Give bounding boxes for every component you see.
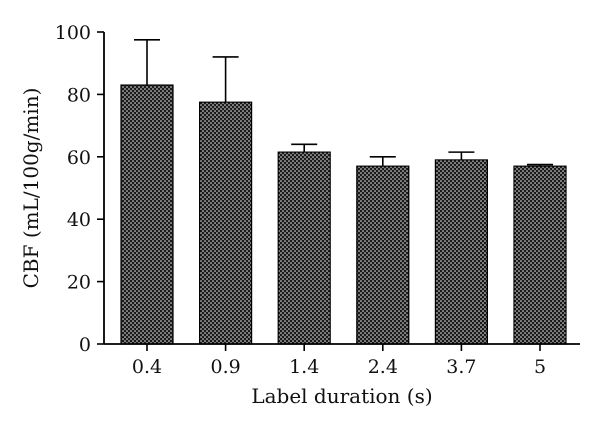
bar-3.7 bbox=[434, 159, 488, 345]
y-axis-title: CBF (mL/100g/min) bbox=[19, 88, 43, 289]
error-bars-layer bbox=[134, 38, 553, 167]
bar-1.4 bbox=[277, 151, 331, 345]
x-tick-label-0.9: 0.9 bbox=[210, 356, 240, 378]
x-tick-label-0.4: 0.4 bbox=[132, 356, 162, 378]
y-tick-label-60: 60 bbox=[67, 147, 91, 169]
axes-layer: 0.4 0.9 1.4 2.4 3.7 5 0 20 40 60 80 100 bbox=[55, 22, 580, 378]
y-tick-label-100: 100 bbox=[55, 22, 91, 44]
bar-0.9 bbox=[199, 101, 253, 345]
y-tick-label-40: 40 bbox=[67, 209, 91, 231]
x-tick-label-5: 5 bbox=[534, 356, 546, 378]
y-tick-label-80: 80 bbox=[67, 84, 91, 106]
x-tick-label-2.4: 2.4 bbox=[368, 356, 398, 378]
x-axis-title: Label duration (s) bbox=[251, 384, 432, 408]
bars-layer bbox=[120, 84, 567, 345]
bar-5 bbox=[513, 165, 567, 345]
y-tick-label-20: 20 bbox=[67, 272, 91, 294]
x-tick-label-1.4: 1.4 bbox=[289, 356, 319, 378]
bar-2.4 bbox=[356, 165, 410, 345]
y-tick-label-0: 0 bbox=[79, 334, 91, 356]
bar-0.4 bbox=[120, 84, 174, 345]
x-tick-label-3.7: 3.7 bbox=[446, 356, 476, 378]
